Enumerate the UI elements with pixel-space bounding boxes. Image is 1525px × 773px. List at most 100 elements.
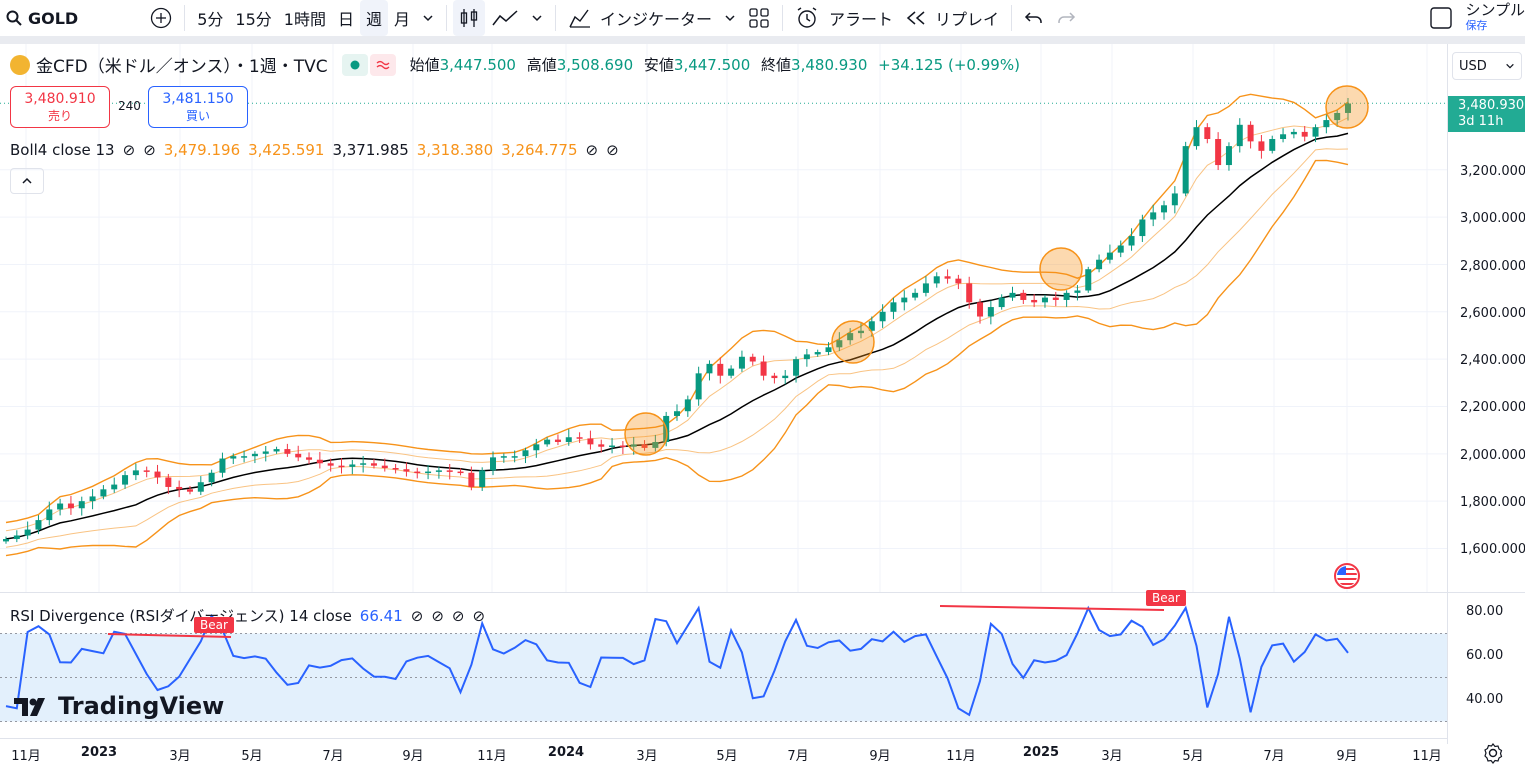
currency-label: USD <box>1459 58 1487 74</box>
layout-save[interactable]: シンプル 保存 <box>1459 0 1525 36</box>
candle-body <box>500 456 507 458</box>
candle-body <box>944 276 951 279</box>
candle-body <box>1258 141 1265 151</box>
symbol-search[interactable]: GOLD <box>0 0 84 36</box>
candle-body <box>122 475 129 485</box>
time-tick: 9月 <box>402 749 424 764</box>
chart-type-candles[interactable] <box>453 0 486 36</box>
candles-icon <box>459 7 479 29</box>
candle-body <box>446 470 453 472</box>
currency-select[interactable]: USD <box>1452 52 1522 80</box>
collapse-legend-button[interactable] <box>10 168 44 194</box>
candle-body <box>1052 297 1059 300</box>
rsi-name: RSI Divergence (RSIダイバージェンス) 14 close <box>10 607 352 625</box>
candle-body <box>1041 297 1048 303</box>
candle-body <box>1161 205 1168 213</box>
chart-type-line[interactable] <box>485 0 525 36</box>
symbol-legend: 金CFD（米ドル／オンス）・1週・TVC 始値3,447.500 高値3,508… <box>10 52 1020 77</box>
signal-highlight-circle <box>831 320 875 364</box>
interval-week[interactable]: 週 <box>359 0 388 36</box>
candle-body <box>728 368 735 376</box>
layout-grid-button[interactable] <box>742 0 776 36</box>
candle-body <box>78 501 85 509</box>
candle-body <box>847 333 854 341</box>
settings-button[interactable] <box>1482 742 1504 764</box>
time-tick: 5月 <box>241 749 263 764</box>
price-chart[interactable] <box>0 44 1447 592</box>
top-toolbar: GOLD 5分 15分 1時間 日 週 月 インジケーター <box>0 0 1525 36</box>
replay-button[interactable]: リプレイ <box>899 0 1005 36</box>
candle-body <box>598 444 605 447</box>
bear-divergence-label: Bear <box>1146 590 1186 606</box>
time-tick: 3月 <box>169 749 191 764</box>
candle-body <box>295 453 302 458</box>
candle-body <box>890 302 897 312</box>
chevron-down-icon <box>531 12 543 24</box>
undo-button[interactable] <box>1018 0 1050 36</box>
time-tick: 11月 <box>1412 749 1442 764</box>
bollinger-lower-inner: 3,318.380 <box>416 141 494 159</box>
candle-body <box>165 477 172 487</box>
interval-1h[interactable]: 1時間 <box>283 10 326 29</box>
bar-countdown: 3d 11h <box>1458 114 1504 129</box>
indicators-dropdown[interactable] <box>718 0 742 36</box>
rsi-tick: 80.00 <box>1466 604 1504 619</box>
price-axis[interactable]: 3,200.000 3,000.000 2,800.000 2,600.000 … <box>1447 44 1525 744</box>
candle-body <box>738 356 745 369</box>
price-tick: 2,800.000 <box>1460 259 1525 274</box>
interval-15m[interactable]: 15分 <box>235 10 272 29</box>
candle-body <box>1020 292 1027 300</box>
alert-button[interactable]: アラート <box>789 0 899 36</box>
candle-body <box>1204 127 1211 140</box>
interval-5m[interactable]: 5分 <box>197 10 224 29</box>
change-value: +34.125 (+0.99%) <box>878 56 1020 74</box>
indicators-button[interactable]: インジケーター <box>562 0 718 36</box>
circle-slash-icon: ⊘ <box>585 141 599 159</box>
bollinger-lower: 3,264.775 <box>501 141 578 159</box>
chart-type-dropdown[interactable] <box>525 0 549 36</box>
compare-button[interactable] <box>144 0 178 36</box>
candle-body <box>912 292 919 298</box>
bear-divergence-label: Bear <box>194 617 234 633</box>
circle-slash-icon: ⊘ <box>143 141 156 159</box>
candle-body <box>1334 112 1341 121</box>
candle-body <box>24 529 31 536</box>
signal-highlight-circle <box>1325 85 1369 129</box>
candle-body <box>392 468 399 470</box>
bollinger-legend[interactable]: Boll4 close 13 ⊘ ⊘ 3,479.196 3,425.591 3… <box>10 141 619 159</box>
redo-button[interactable] <box>1050 0 1082 36</box>
candle-body <box>1171 193 1178 206</box>
circle-slash-icon: ⊘ <box>431 606 444 625</box>
layout-checkbox[interactable] <box>1423 0 1459 36</box>
candle-body <box>251 453 258 457</box>
rsi-legend[interactable]: RSI Divergence (RSIダイバージェンス) 14 close 66… <box>10 605 485 626</box>
buy-price: 3,481.150 <box>162 90 234 107</box>
candle-body <box>1096 259 1103 270</box>
rsi-tick: 40.00 <box>1466 692 1504 707</box>
candle-body <box>186 489 193 492</box>
time-tick: 9月 <box>869 749 891 764</box>
rsi-chart[interactable] <box>0 593 1447 738</box>
interval-month[interactable]: 月 <box>394 10 411 29</box>
candle-body <box>814 352 821 355</box>
candle-body <box>782 375 789 379</box>
buy-button[interactable]: 3,481.150 買い <box>148 86 248 128</box>
candle-body <box>111 484 118 490</box>
pane-separator[interactable] <box>0 592 1525 593</box>
price-tick: 1,600.000 <box>1460 542 1525 557</box>
candle-body <box>1182 146 1189 194</box>
time-tick: 11月 <box>946 749 976 764</box>
bollinger-name: Boll4 close 13 <box>10 141 115 159</box>
candle-body <box>619 445 626 448</box>
sell-button[interactable]: 3,480.910 売り <box>10 86 110 128</box>
interval-day[interactable]: 日 <box>337 10 354 29</box>
us-flag-event-icon[interactable] <box>1334 563 1360 589</box>
candle-body <box>479 470 486 487</box>
candle-body <box>1106 252 1113 260</box>
interval-dropdown[interactable] <box>416 0 440 36</box>
candle-body <box>57 503 64 510</box>
candle-body <box>857 330 864 334</box>
candle-body <box>457 471 464 474</box>
candle-body <box>360 463 367 465</box>
time-axis[interactable]: 11月 2023 3月 5月 7月 9月 11月 2024 3月 5月 7月 9月 11月 2025 3月 5… <box>0 738 1447 773</box>
